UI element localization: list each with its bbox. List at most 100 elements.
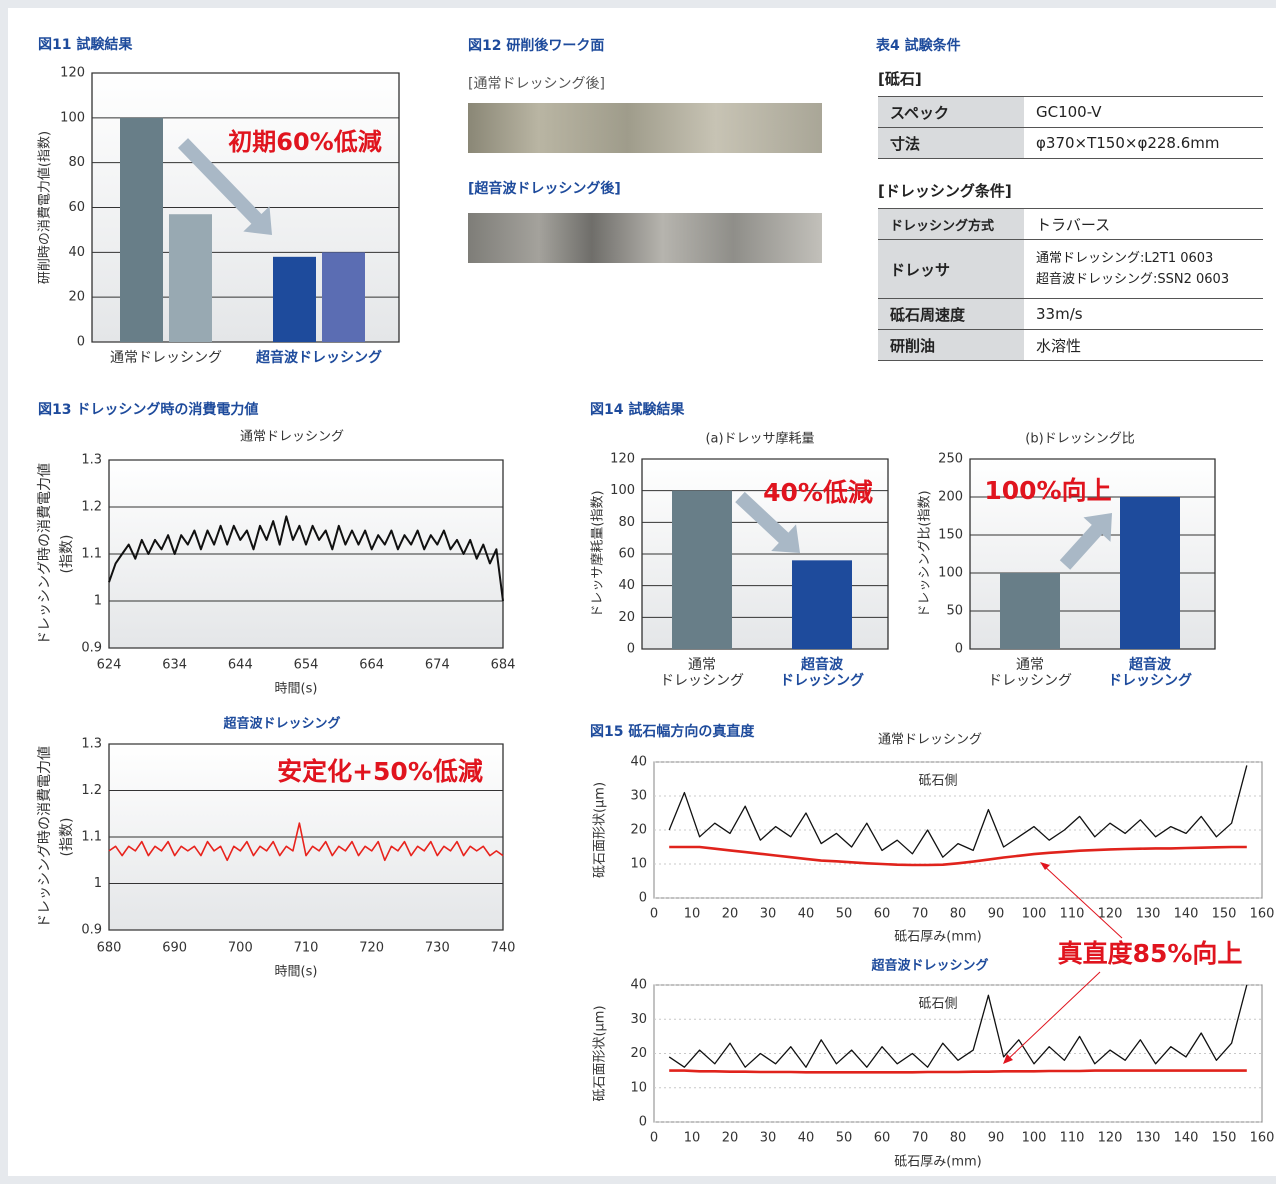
x-tick-label: 90 [988,907,1005,922]
y-axis-label: ドレッシング時の消費電力値 [37,463,53,645]
chart-subtitle: 通常ドレッシング [878,733,982,748]
x-tick-label: 140 [1174,907,1199,922]
x-tick-label: 740 [491,941,516,956]
x-tick-label: 50 [836,907,853,922]
x-axis-label: 時間(s) [275,682,318,697]
work-surface-photo [468,213,822,263]
table-value: トラバース [1024,209,1263,240]
x-tick-label: 140 [1174,1131,1199,1146]
y-tick-label: 40 [618,578,635,593]
x-tick-label: 674 [425,658,450,673]
bar [273,257,316,342]
x-tick-label: 160 [1250,907,1275,922]
y-tick-label: 40 [68,245,85,260]
x-tick-label: 110 [1060,1131,1085,1146]
x-tick-label: 20 [722,1131,739,1146]
table-value: φ370×T150×φ228.6mm [1024,128,1263,159]
y-tick-label: 0 [77,335,85,350]
y-tick-label: 60 [618,547,635,562]
table-line: 通常ドレッシング:L2T1 0603 [1036,248,1251,269]
photo-label: [超音波ドレッシング後] [468,181,621,198]
y-tick-label: 120 [610,452,635,467]
y-tick-label: 1.2 [81,783,102,798]
y-tick-label: 20 [630,1046,647,1061]
chart-subtitle: 超音波ドレッシング [871,958,988,974]
y-tick-label: 20 [618,610,635,625]
table-key: ドレッサ [878,240,1024,299]
x-tick-label: 70 [912,907,929,922]
x-tick-label: 通常 ドレッシング [660,657,744,689]
y-tick-label: 0 [627,642,635,657]
bar [1120,497,1180,649]
x-tick-label: 超音波 ドレッシング [780,657,864,689]
y-tick-label: 10 [630,1080,647,1095]
table-value: GC100-V [1024,97,1263,128]
table-key: 研削油 [878,330,1024,361]
y-tick-label: 30 [630,789,647,804]
y-tick-label: 50 [946,604,963,619]
x-axis-label: 時間(s) [275,965,318,980]
annotation: 初期60%低減 [228,128,381,156]
bar [672,491,732,649]
table-key: ドレッシング方式 [878,209,1024,240]
x-tick-label: 690 [162,941,187,956]
x-tick-label: 654 [294,658,319,673]
y-tick-label: 40 [630,978,647,993]
y-tick-label: 20 [630,823,647,838]
x-tick-label: 60 [874,1131,891,1146]
y-tick-label: 200 [938,490,963,505]
annotation: 40%低減 [763,478,873,507]
x-tick-label: 720 [359,941,384,956]
y-tick-label: 0.9 [81,923,102,938]
y-axis-label: 砥石面形状(μm) [593,1005,608,1101]
x-tick-label: 684 [491,658,516,673]
y-tick-label: 100 [610,483,635,498]
x-tick-label: 20 [722,907,739,922]
x-tick-label: 通常 ドレッシング [988,657,1072,689]
y-tick-label: 150 [938,528,963,543]
x-tick-label: 730 [425,941,450,956]
y-tick-label: 0 [639,1115,647,1130]
x-tick-label: 150 [1212,1131,1237,1146]
x-tick-label: 40 [798,1131,815,1146]
x-tick-label: 160 [1250,1131,1275,1146]
table-line: 超音波ドレッシング:SSN2 0603 [1036,269,1251,290]
x-tick-label: 100 [1022,907,1047,922]
bar [792,560,852,649]
y-axis-label: ドレッシング比(指数) [918,490,933,617]
y-axis-label: 砥石面形状(μm) [593,782,608,878]
table-key: スペック [878,97,1024,128]
y-tick-label: 10 [630,857,647,872]
x-tick-label: 150 [1212,907,1237,922]
y-tick-label: 0 [639,891,647,906]
x-tick-label: 110 [1060,907,1085,922]
x-tick-label: 120 [1098,1131,1123,1146]
y-axis-label: 研削時の消費電力値(指数) [37,131,53,284]
annotation: 真直度85%向上 [1058,939,1243,968]
x-tick-label: 0 [650,907,658,922]
inner-label: 砥石側 [918,774,957,789]
chart-subtitle: 通常ドレッシング [240,430,344,445]
y-tick-label: 40 [630,755,647,770]
x-tick-label: 通常ドレッシング [110,350,222,366]
x-tick-label: 130 [1136,907,1161,922]
chart-title: 図11 試験結果 [38,36,133,53]
x-tick-label: 超音波 ドレッシング [1108,657,1192,689]
chart-title: 図14 試験結果 [590,401,685,418]
x-tick-label: 超音波ドレッシング [256,350,382,366]
x-tick-label: 130 [1136,1131,1161,1146]
y-tick-label: 100 [60,110,85,125]
photo-label: [通常ドレッシング後] [468,76,605,93]
charts: 図11 試験結果020406080100120研削時の消費電力値(指数)初期60… [8,8,1276,1176]
x-tick-label: 70 [912,1131,929,1146]
y-tick-label: 80 [618,515,635,530]
x-tick-label: 710 [294,941,319,956]
page-body: {"chart_data":[ {"type":"bar","title":"図… [0,0,1276,1184]
y-tick-label: 250 [938,452,963,467]
chart-title: 図15 砥石幅方向の真直度 [590,723,755,740]
y-axis-label: (指数) [59,535,75,574]
